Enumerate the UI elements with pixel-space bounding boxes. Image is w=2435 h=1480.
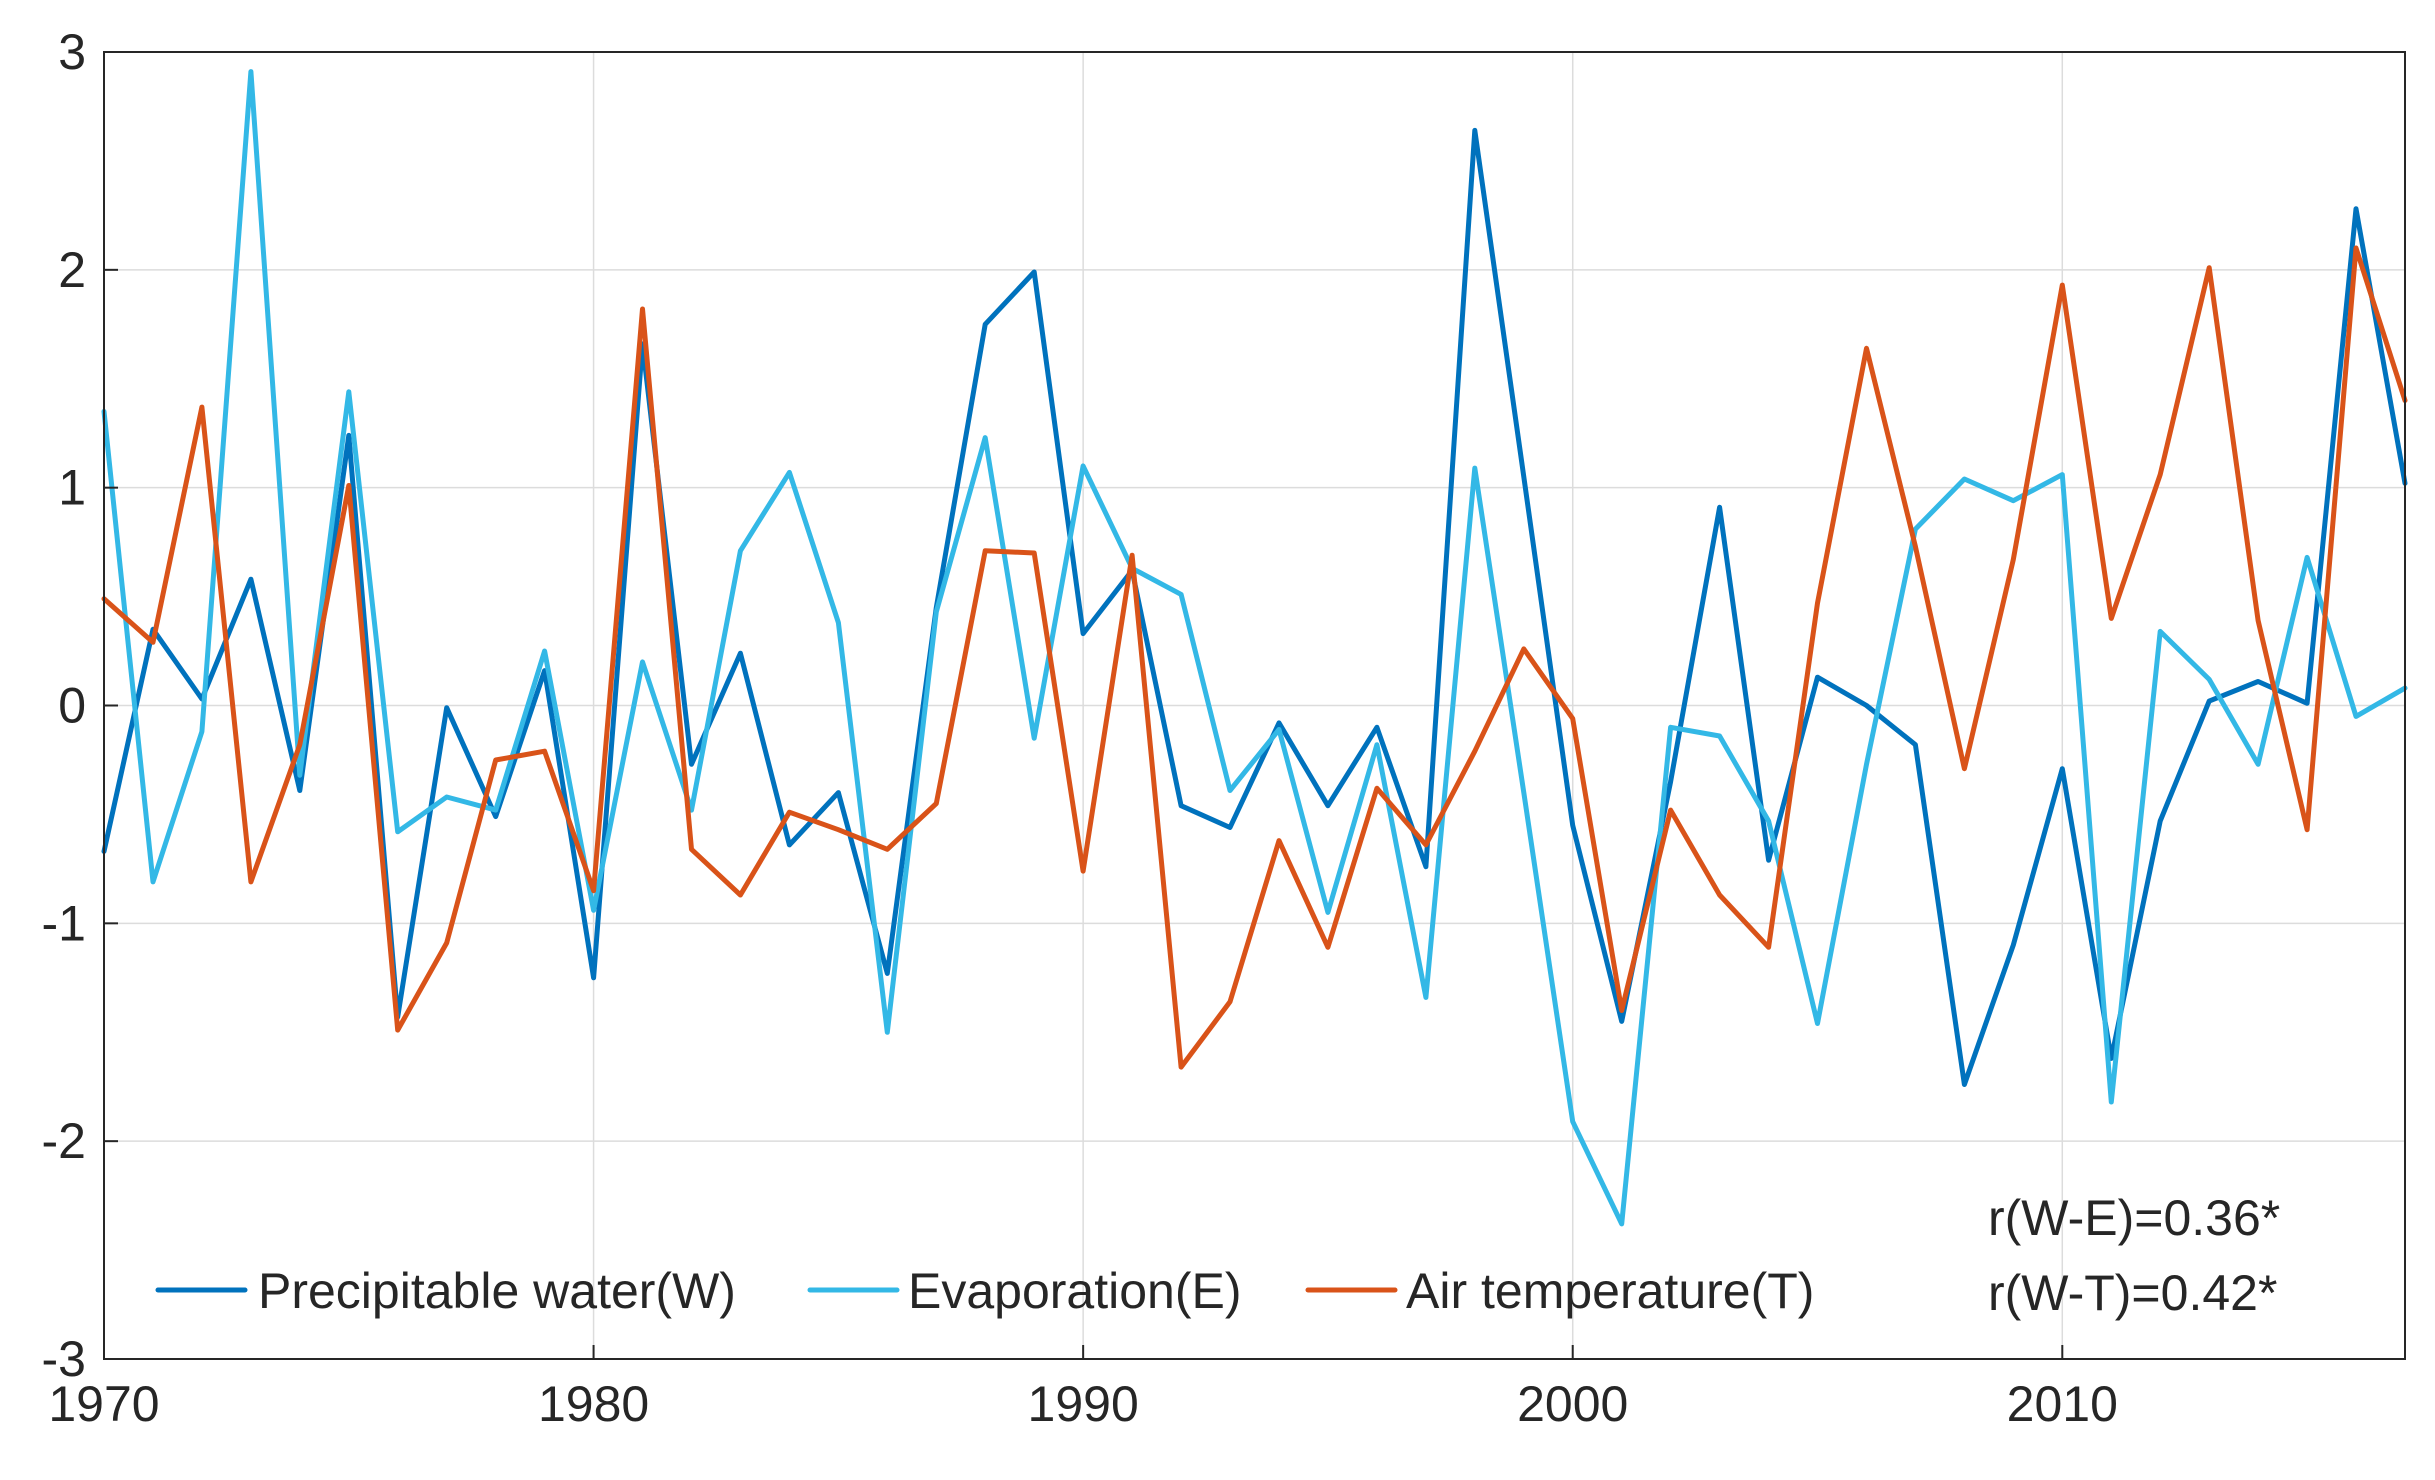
legend: Precipitable water(W) Evaporation(E) Air…: [155, 1263, 1814, 1319]
correlation-w-e: r(W-E)=0.36*: [1988, 1190, 2280, 1246]
x-tick-label: 1980: [538, 1376, 649, 1432]
x-tick-label: 1970: [48, 1376, 159, 1432]
legend-label-evaporation: Evaporation(E): [908, 1263, 1242, 1319]
grid: [103, 51, 2405, 1360]
axis-ticks: 1970 1980 1990 2000 2010 3 2 1 0 -1 -2 -3: [42, 24, 2118, 1432]
x-tick-label: 2010: [2007, 1376, 2118, 1432]
y-tick-label: 2: [58, 242, 86, 298]
legend-label-air-temperature: Air temperature(T): [1406, 1263, 1814, 1319]
y-tick-label: 0: [58, 678, 86, 734]
y-tick-label: 3: [58, 24, 86, 80]
y-tick-label: 1: [58, 460, 86, 516]
x-tick-label: 2000: [1517, 1376, 1628, 1432]
y-tick-label: -1: [42, 895, 86, 951]
y-tick-label: -2: [42, 1113, 86, 1169]
y-tick-label: -3: [42, 1331, 86, 1387]
series-layer: [101, 69, 2408, 1227]
correlation-w-t: r(W-T)=0.42*: [1988, 1265, 2277, 1321]
series-line-air-temperature: [101, 245, 2408, 1070]
x-tick-label: 1990: [1028, 1376, 1139, 1432]
legend-label-precipitable-water: Precipitable water(W): [258, 1263, 736, 1319]
series-line-evaporation: [101, 69, 2408, 1227]
